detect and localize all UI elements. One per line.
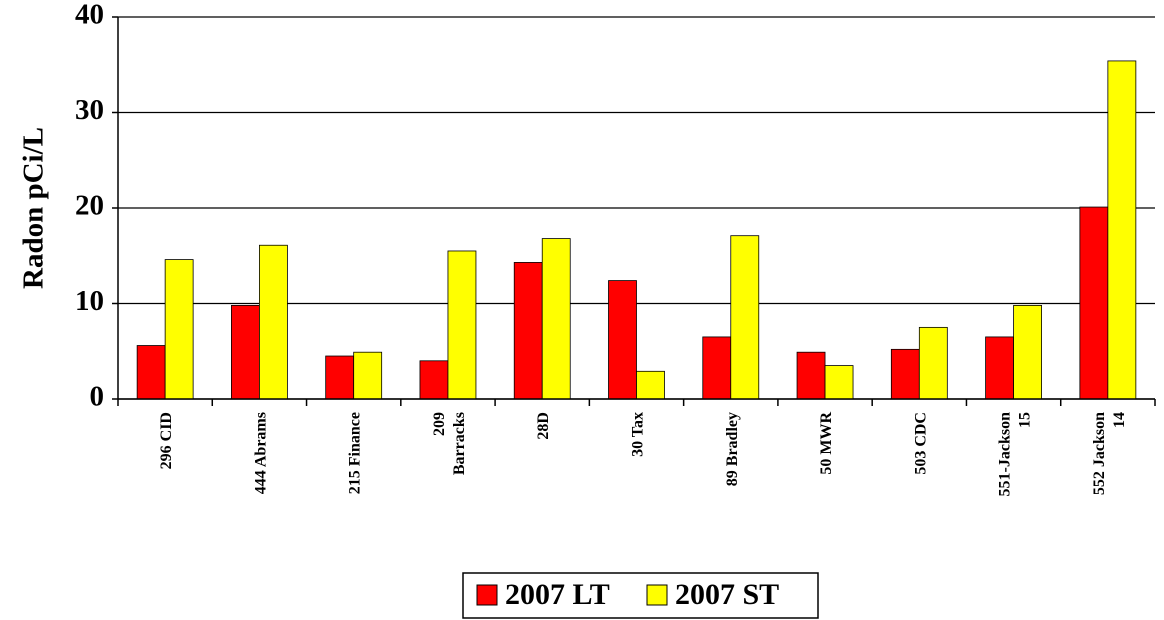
bar xyxy=(796,351,826,400)
bar xyxy=(1013,305,1042,400)
bar xyxy=(1107,60,1137,400)
x-tick-label: 444 Abrams xyxy=(252,412,269,494)
legend-label: 2007 ST xyxy=(675,578,779,611)
bar xyxy=(136,345,166,400)
x-tick-label: 28D xyxy=(535,412,552,440)
x-tick-label: 30 Tax xyxy=(630,412,647,457)
bar xyxy=(636,370,665,400)
bar xyxy=(447,250,477,400)
x-tick-label: 552 Jackson 14 xyxy=(1091,412,1128,495)
bar xyxy=(231,305,260,400)
x-tick-label: 209 Barracks xyxy=(431,412,468,475)
legend-swatch xyxy=(476,584,498,606)
bar xyxy=(730,235,760,400)
bar xyxy=(608,280,637,400)
y-tick-label: 10 xyxy=(75,285,104,317)
bar xyxy=(985,336,1014,400)
y-tick-label: 40 xyxy=(75,0,104,31)
x-tick-label: 296 CID xyxy=(158,412,175,469)
legend-swatch xyxy=(646,584,668,606)
bar xyxy=(702,336,732,400)
y-tick-label: 30 xyxy=(75,94,104,126)
legend-box xyxy=(462,572,819,619)
y-axis-title: Radon pCi/L xyxy=(18,127,50,289)
bar xyxy=(164,259,194,400)
bar xyxy=(824,365,854,400)
bar xyxy=(541,238,571,400)
x-tick-label: 215 Finance xyxy=(347,412,364,494)
bar xyxy=(419,360,449,400)
bar xyxy=(890,348,920,400)
x-tick-label: 89 Bradley xyxy=(724,412,741,486)
x-tick-label: 50 MWR xyxy=(818,412,835,475)
bar xyxy=(918,326,948,400)
x-tick-label: 551-Jackson 15 xyxy=(997,412,1034,497)
bar xyxy=(1079,206,1109,400)
y-tick-label: 20 xyxy=(75,190,104,222)
bar xyxy=(513,262,543,400)
bar xyxy=(325,355,355,400)
legend-label: 2007 LT xyxy=(505,578,610,611)
y-tick-label: 0 xyxy=(90,381,105,413)
bar xyxy=(259,244,288,400)
bar xyxy=(353,351,383,400)
x-tick-label: 503 CDC xyxy=(912,412,929,475)
